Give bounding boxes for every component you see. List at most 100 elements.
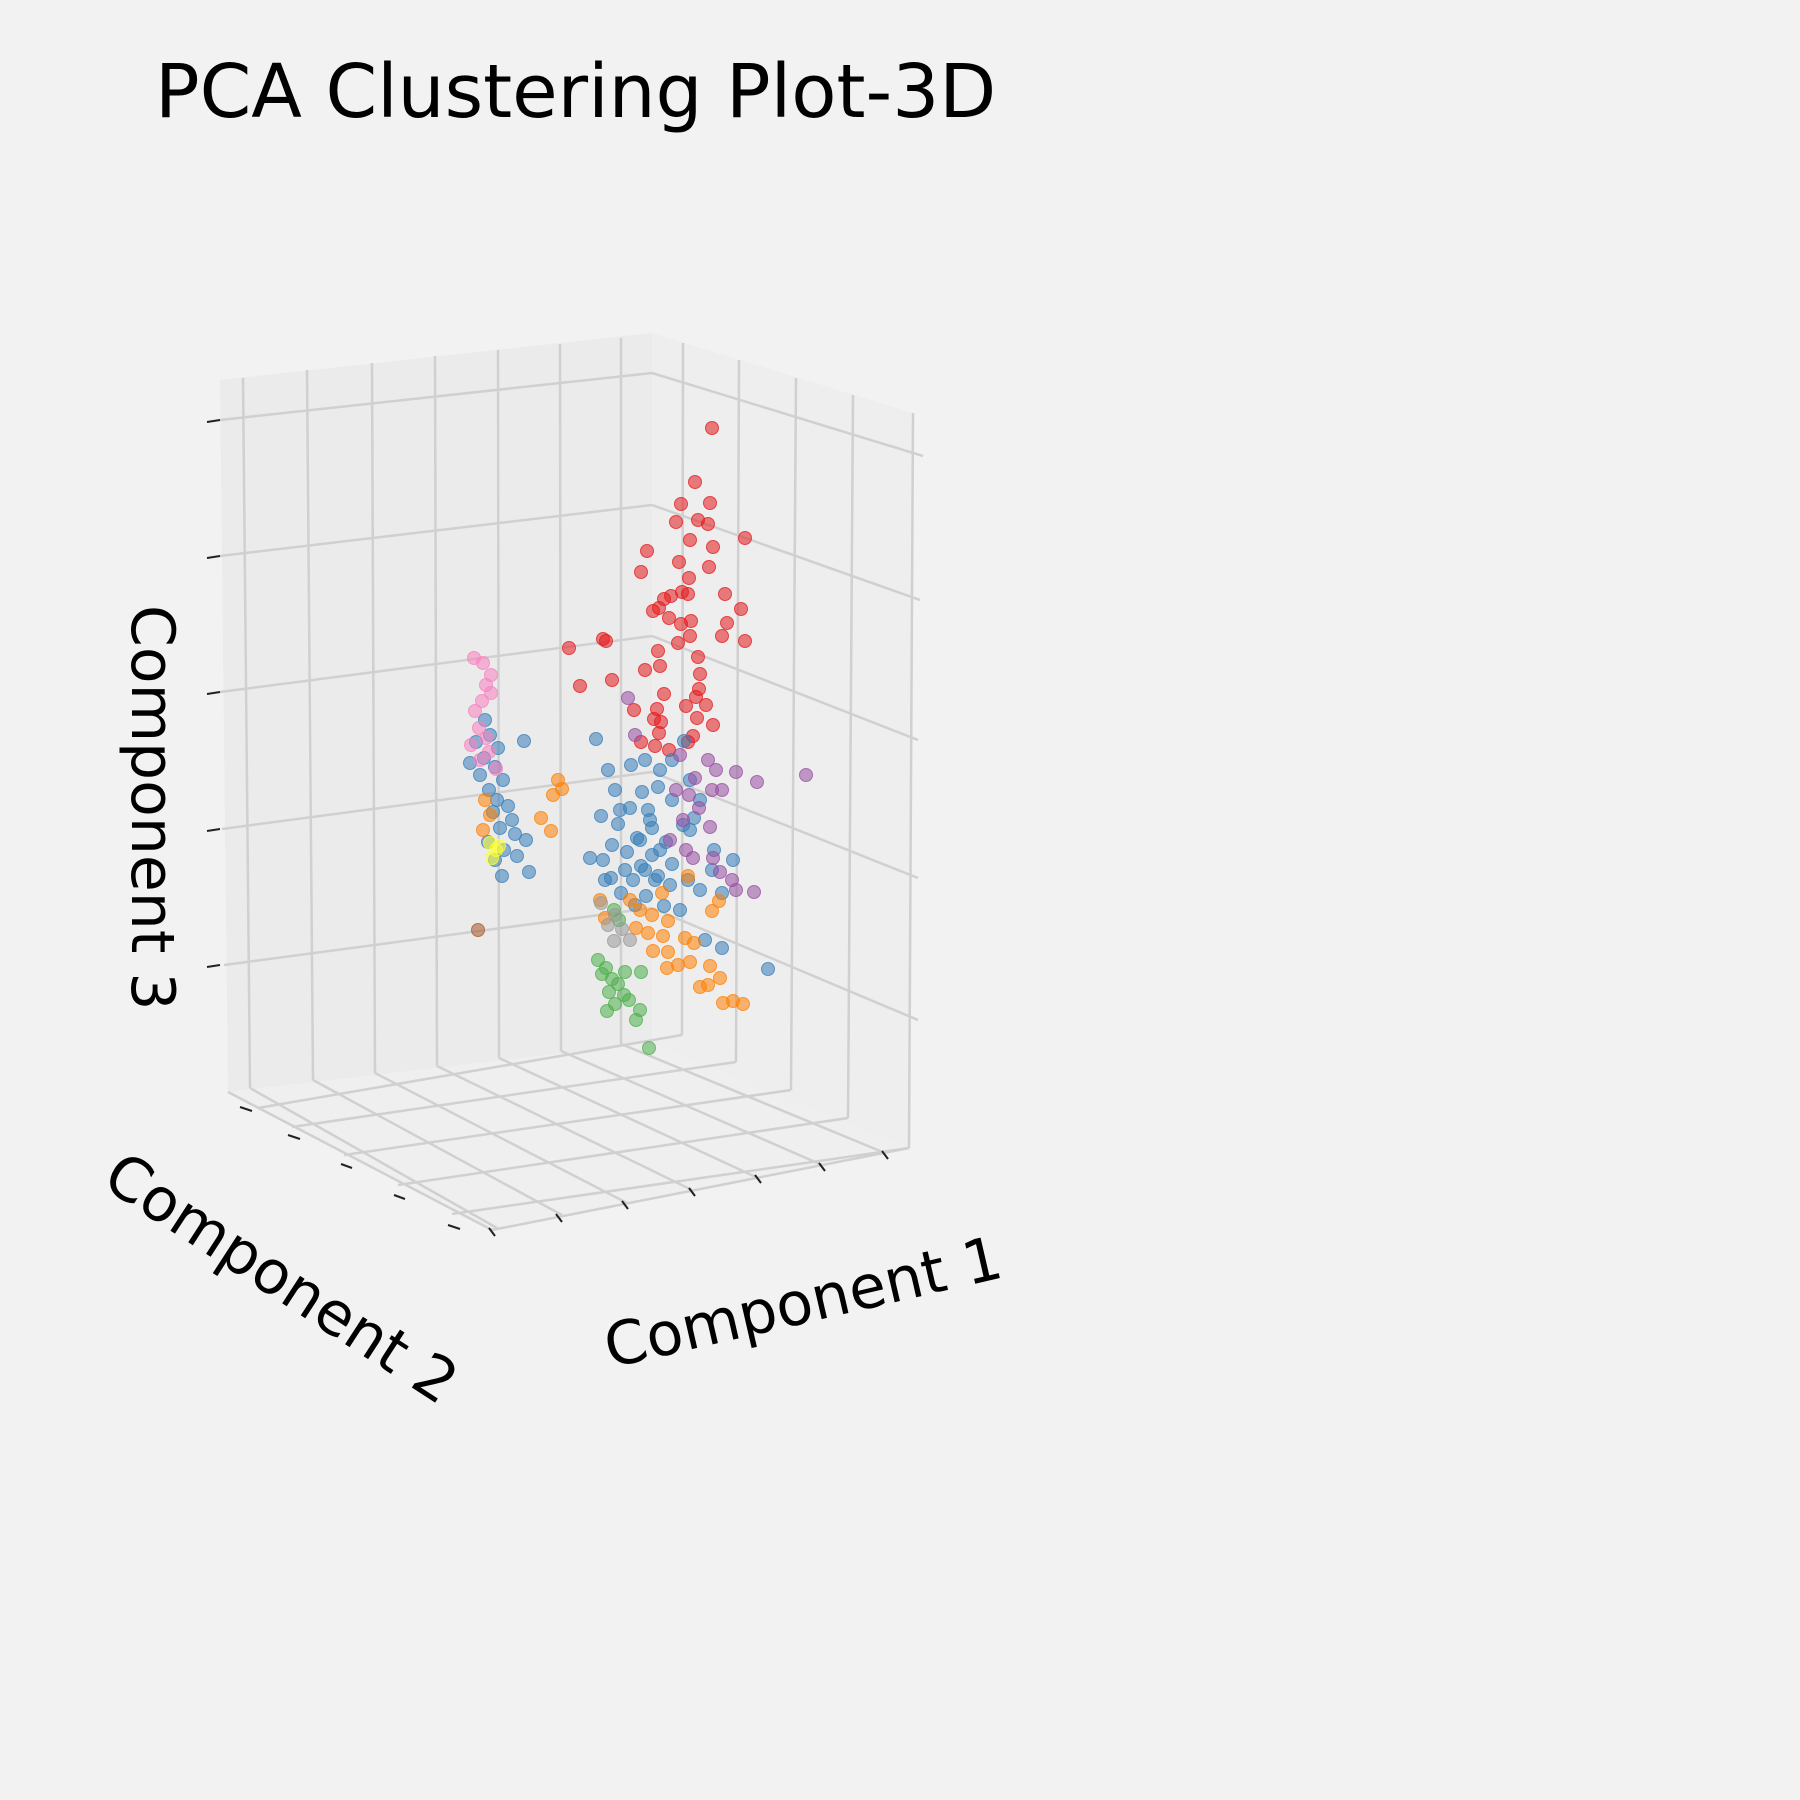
cluster-0-point: [669, 515, 683, 529]
cluster-6-point: [468, 704, 482, 718]
cluster-0-point: [681, 587, 695, 601]
cluster-3-point: [679, 843, 693, 857]
cluster-1-point: [638, 753, 652, 767]
floor-gridline: [498, 1056, 759, 1180]
cluster-0-point: [702, 560, 716, 574]
floor-gridline: [343, 1088, 792, 1157]
cluster-1-point: [639, 889, 653, 903]
cluster-4-point: [705, 904, 719, 918]
cluster-1-point: [493, 821, 507, 835]
back-vertical-gridline: [305, 369, 315, 1081]
cluster-6-point: [473, 753, 487, 767]
cluster-3-point: [703, 820, 717, 834]
cluster-5-point: [623, 933, 637, 947]
cluster-3-point: [673, 748, 687, 762]
cluster-6-point: [464, 738, 478, 752]
cluster-0-point: [693, 667, 707, 681]
cluster-4-point: [736, 997, 750, 1011]
cluster-0-point: [638, 663, 652, 677]
cluster-2-point: [622, 993, 636, 1007]
cluster-1-point: [608, 783, 622, 797]
cluster-3-point: [701, 753, 715, 767]
cluster-1-point: [495, 869, 509, 883]
z-axis-label: Component 3: [117, 605, 187, 1011]
cluster-5-point: [601, 918, 615, 932]
z-axis-tick: [206, 555, 221, 559]
side-horizontal-gridline: [651, 371, 924, 458]
cluster-2-point: [642, 1041, 656, 1055]
cluster-6-point: [479, 731, 493, 745]
cluster-3-point: [747, 885, 761, 899]
cluster-0-point: [699, 698, 713, 712]
cluster-4-point: [478, 793, 492, 807]
cluster-6-point: [489, 762, 503, 776]
cluster-1-point: [683, 823, 697, 837]
x-axis-tick: [621, 1200, 629, 1210]
cluster-0-point: [701, 517, 715, 531]
floor-gridline: [436, 1064, 693, 1192]
cluster-4-point: [483, 808, 497, 822]
cluster-1-point: [589, 732, 603, 746]
cluster-6-point: [484, 686, 498, 700]
y-axis-tick: [447, 1224, 461, 1230]
cluster-4-point: [645, 908, 659, 922]
cluster-2-point: [600, 1004, 614, 1018]
cluster-1-point: [522, 865, 536, 879]
cluster-4-point: [656, 929, 670, 943]
z-axis-tick: [206, 964, 221, 968]
axis-ticks: [206, 419, 889, 1237]
side-vertical-gridline: [734, 359, 741, 1063]
cluster-7-point: [492, 839, 506, 853]
cluster-2-point: [634, 965, 648, 979]
cluster-4-point: [544, 824, 558, 838]
cluster-0-point: [691, 650, 705, 664]
cluster-4-point: [476, 823, 490, 837]
cluster-3-point: [692, 801, 706, 815]
side-vertical-gridline: [846, 394, 855, 1119]
cluster-6-point: [482, 745, 496, 759]
side-vertical-gridline: [789, 377, 798, 1091]
back-vertical-gridline: [241, 377, 252, 1089]
cluster-0-point: [674, 617, 688, 631]
back-horizontal-gridline: [219, 634, 653, 694]
cluster-3-point: [628, 728, 642, 742]
back-vertical-gridline: [496, 349, 501, 1059]
cluster-3-point: [688, 771, 702, 785]
cluster-4-point: [660, 961, 674, 975]
cluster-1-point: [653, 763, 667, 777]
cluster-7-point: [485, 851, 499, 865]
cluster-1-point: [583, 851, 597, 865]
side-vertical-gridline: [907, 412, 915, 1149]
cluster-4-point: [641, 926, 655, 940]
cluster-5-point: [608, 908, 622, 922]
cluster-6-point: [472, 721, 486, 735]
cluster-1-point: [673, 903, 687, 917]
cluster-1-point: [651, 780, 665, 794]
cluster-3-point: [706, 851, 720, 865]
y-axis-tick: [239, 1106, 253, 1112]
cluster-6-point: [475, 694, 489, 708]
cluster-5-point: [607, 934, 621, 948]
cluster-0-point: [662, 611, 676, 625]
floor-gridline: [451, 1146, 910, 1216]
y-axis-tick: [393, 1194, 406, 1200]
cluster-4-point: [681, 869, 695, 883]
cluster-4-point: [713, 971, 727, 985]
cluster-4-point: [661, 914, 675, 928]
cluster-3-point: [676, 813, 690, 827]
cluster-1-point: [517, 734, 531, 748]
cluster-3-point: [669, 783, 683, 797]
cluster-4-point: [661, 945, 675, 959]
side-vertical-gridline: [680, 342, 685, 1036]
cluster-4-point: [655, 886, 669, 900]
cluster-5-point: [594, 896, 608, 910]
back-horizontal-gridline: [219, 503, 653, 558]
y-axis-tick: [340, 1163, 353, 1169]
cluster-0-point: [705, 421, 719, 435]
cluster-0-point: [703, 496, 717, 510]
cluster-0-point: [689, 690, 703, 704]
cluster-1-point: [601, 763, 615, 777]
x-axis-tick: [688, 1187, 696, 1197]
back-vertical-gridline: [433, 355, 439, 1067]
cluster-0-point: [715, 629, 729, 643]
